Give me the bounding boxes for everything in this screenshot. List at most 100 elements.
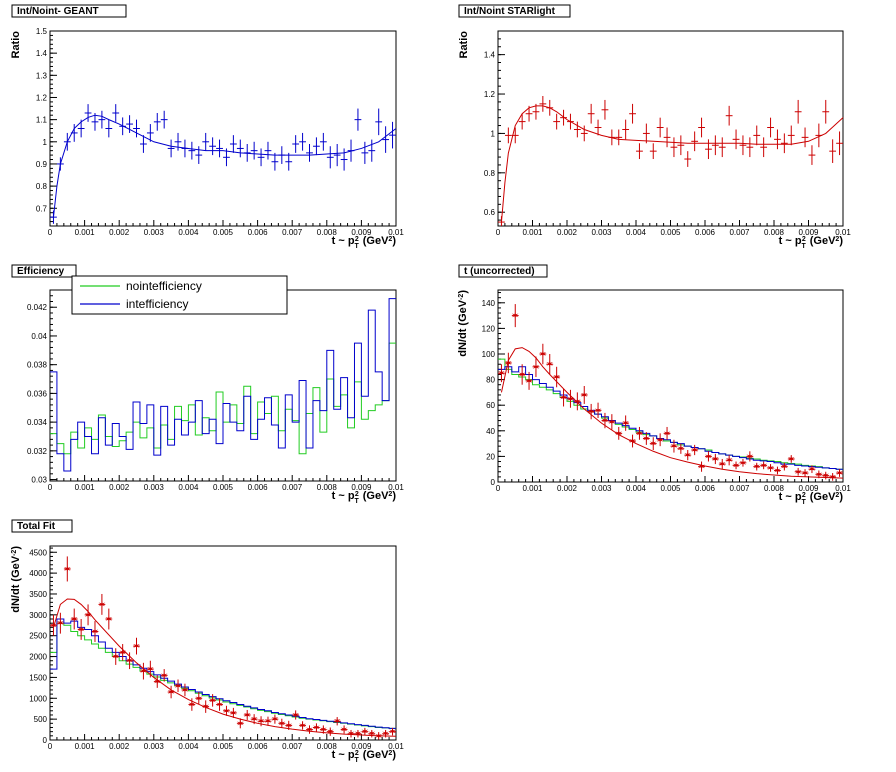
- x-axis-label-main: t ~ p: [779, 235, 802, 247]
- x-tick-label: 0.008: [764, 228, 785, 237]
- y-tick-label: 0.8: [36, 182, 48, 191]
- data-point: [822, 99, 830, 124]
- x-tick-label: 0.009: [351, 228, 372, 237]
- star-marker: ✶: [174, 681, 182, 692]
- star-marker: ✶: [375, 731, 383, 742]
- data-point: [774, 129, 781, 150]
- data-point: ✶: [229, 707, 238, 719]
- star-marker: ✶: [656, 435, 664, 446]
- y-tick-label: 0.036: [27, 389, 48, 398]
- x-tick-label: 0.003: [144, 742, 165, 751]
- data-point: [808, 145, 816, 165]
- data-point: ✶: [670, 439, 678, 453]
- x-tick-label: 0.005: [660, 228, 681, 237]
- x-axis-label-main: t ~ p: [332, 235, 355, 247]
- x-axis-label-sub: T: [355, 243, 360, 250]
- star-marker: ✶: [305, 725, 313, 736]
- y-tick-label: 100: [482, 350, 496, 359]
- x-tick-label: 0.005: [213, 228, 234, 237]
- series-1-line: [52, 114, 397, 218]
- data-point: [760, 137, 768, 158]
- y-tick-label: 1.1: [36, 116, 48, 125]
- data-point: [209, 137, 217, 156]
- x-axis-label-main: t ~ p: [332, 490, 355, 502]
- star-marker: ✶: [518, 370, 526, 381]
- data-point: [532, 103, 540, 120]
- data-point: [264, 141, 272, 160]
- data-point: ✶: [684, 450, 692, 462]
- data-point: ✶: [215, 698, 224, 711]
- data-point: ✶: [291, 710, 300, 721]
- data-point: [711, 135, 719, 156]
- star-marker: ✶: [167, 688, 175, 699]
- data-point: ✶: [580, 386, 588, 404]
- data-point: [271, 152, 279, 171]
- x-tick-label: 0.007: [282, 742, 303, 751]
- star-marker: ✶: [118, 648, 126, 659]
- data-point: [77, 119, 85, 138]
- data-point: [340, 148, 348, 171]
- x-tick-label: 0.01: [388, 742, 404, 751]
- chart-title-box: [458, 264, 548, 278]
- y-tick-label: 1: [491, 129, 496, 138]
- data-point: [801, 127, 809, 148]
- data-point: ✶: [711, 453, 720, 465]
- data-point: [105, 119, 113, 138]
- data-point: ✶: [195, 692, 203, 705]
- data-point: [202, 132, 210, 151]
- y-tick-label: 0.03: [31, 476, 47, 485]
- data-point: ✶: [497, 364, 506, 383]
- x-tick-label: 0.01: [388, 483, 404, 492]
- star-marker: ✶: [787, 454, 795, 465]
- y-tick-label: 20: [486, 452, 495, 461]
- data-point: ✶: [552, 366, 561, 388]
- data-point: [794, 99, 802, 124]
- data-point: [829, 139, 837, 163]
- star-marker: ✶: [264, 717, 272, 728]
- star-marker: ✶: [546, 360, 554, 371]
- data-point: [518, 113, 526, 130]
- x-axis-label-unit-sup: 2: [835, 236, 839, 243]
- x-axis-label-unit: (GeV: [363, 490, 389, 502]
- data-point: [732, 129, 740, 150]
- legend-item: nointefficiency: [80, 279, 202, 293]
- data-point: [126, 115, 133, 133]
- x-tick-label: 0.006: [248, 742, 269, 751]
- fit-curve: [500, 105, 844, 223]
- series-0-errorbar: [50, 104, 396, 224]
- x-tick-label: 0.006: [695, 484, 716, 493]
- star-marker: ✶: [753, 462, 761, 473]
- star-marker: ✶: [759, 461, 767, 472]
- data-point: ✶: [801, 469, 809, 480]
- star-marker: ✶: [236, 719, 244, 730]
- y-axis-label-sup: -2: [11, 550, 18, 556]
- data-point: ✶: [236, 718, 244, 730]
- x-tick-label: 0.001: [75, 483, 96, 492]
- star-marker: ✶: [132, 642, 140, 653]
- x-tick-label: 0.005: [213, 742, 234, 751]
- x-axis-label-sup: 2: [355, 750, 359, 757]
- data-point: [326, 146, 334, 169]
- data-point: [354, 108, 362, 131]
- data-point: ✶: [167, 685, 175, 699]
- x-tick-label: 0.007: [729, 484, 750, 493]
- data-point: ✶: [312, 723, 320, 734]
- star-marker: ✶: [146, 665, 154, 676]
- data-point: [642, 123, 650, 144]
- data-point: [292, 135, 300, 153]
- y-tick-label: 1.4: [36, 49, 48, 58]
- star-marker: ✶: [780, 462, 788, 473]
- series-1-step: [50, 298, 396, 472]
- series-3-line: [52, 598, 397, 737]
- data-point: [382, 126, 390, 153]
- data-point: [146, 124, 154, 142]
- data-point: ✶: [333, 717, 341, 728]
- legend: nointefficiency intefficiency: [71, 275, 288, 315]
- data-point: ✶: [808, 465, 816, 476]
- star-marker: ✶: [732, 461, 740, 472]
- star-marker: ✶: [594, 406, 602, 417]
- data-point: [389, 121, 396, 149]
- star-marker: ✶: [697, 462, 705, 473]
- data-point: [580, 125, 588, 142]
- x-tick-label: 0: [496, 228, 501, 237]
